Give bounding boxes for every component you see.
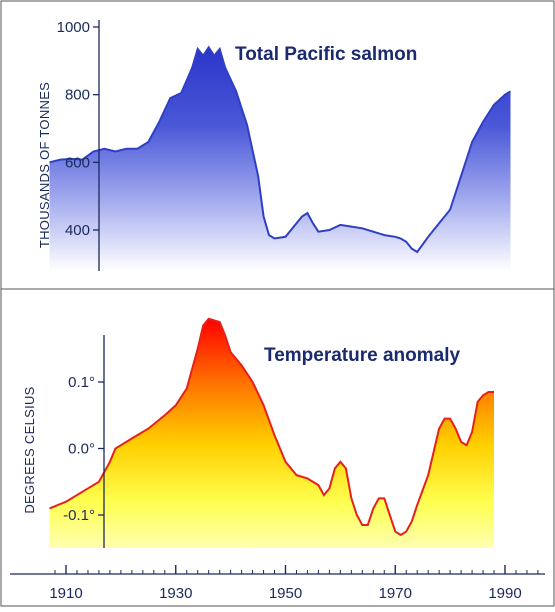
x-tick-label: 1930: [159, 585, 192, 602]
y-tick-label: -0.1°: [63, 507, 95, 524]
y-tick-label: 600: [65, 154, 90, 171]
salmon-y-ticks: 400 600 800 1000: [57, 19, 99, 239]
temperature-y-ticks: -0.1° 0.0° 0.1°: [63, 374, 104, 524]
salmon-panel: 400 600 800 1000 Total Pacific salmon THOUS…: [37, 19, 512, 271]
temperature-line: [49, 317, 494, 537]
x-tick-label: 1990: [488, 585, 521, 602]
salmon-line: [49, 45, 512, 254]
salmon-area: [49, 47, 511, 271]
temperature-title: Temperature anomaly: [264, 345, 460, 366]
y-tick-label: 800: [65, 87, 90, 104]
x-tick-label: 1970: [379, 585, 412, 602]
y-tick-label: 0.0°: [68, 441, 95, 458]
x-tick-label: 1910: [49, 585, 82, 602]
x-tick-label: 1950: [269, 585, 302, 602]
y-tick-label: 0.1°: [68, 374, 95, 391]
x-axis: 1910 1930 1950 1970 1990: [10, 565, 545, 602]
salmon-title: Total Pacific salmon: [235, 44, 417, 65]
temperature-panel: -0.1° 0.0° 0.1° Temperature anomaly DEGREE…: [22, 317, 494, 548]
y-tick-label: 1000: [57, 19, 90, 36]
temperature-area: [49, 318, 494, 548]
salmon-y-axis-title: THOUSANDS OF TONNES: [37, 82, 52, 248]
temperature-y-axis-title: DEGREES CELSIUS: [22, 386, 37, 513]
y-tick-label: 400: [65, 222, 90, 239]
